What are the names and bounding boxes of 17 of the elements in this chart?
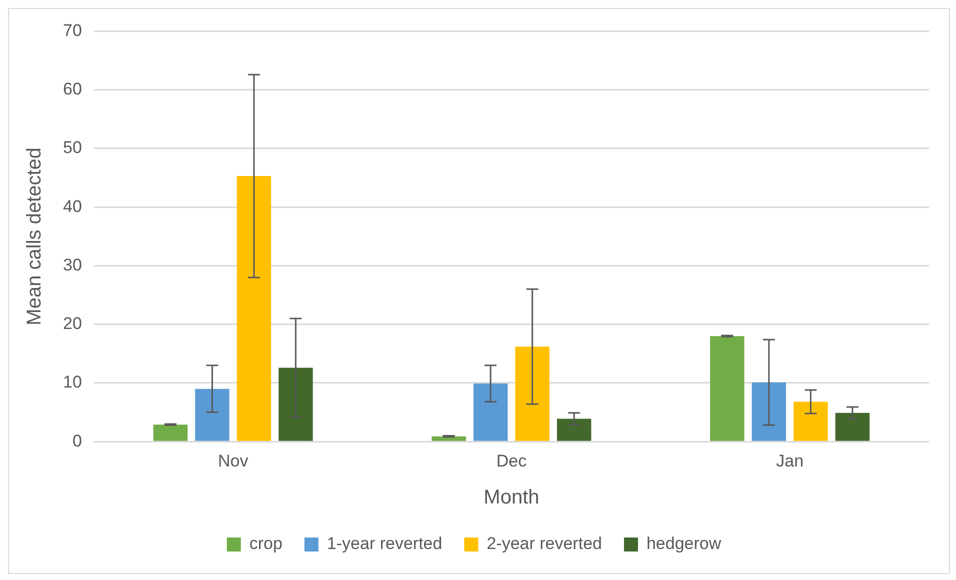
legend-label: 1-year reverted — [326, 534, 442, 554]
y-tick-label: 30 — [62, 255, 82, 274]
legend-label: 2-year reverted — [486, 534, 602, 554]
y-tick-label: 50 — [62, 138, 82, 158]
y-axis-title: Mean calls detected — [24, 147, 46, 326]
x-tick-label: Dec — [496, 451, 528, 470]
y-tick-label: 60 — [62, 80, 82, 99]
y-tick-label: 10 — [62, 372, 82, 392]
legend-label: hedgerow — [646, 534, 722, 554]
x-axis-title: Month — [484, 486, 540, 509]
y-tick-label: 0 — [72, 431, 82, 450]
legend-label: crop — [249, 534, 282, 554]
y-tick-label: 20 — [62, 314, 82, 334]
x-tick-label: Nov — [218, 451, 249, 470]
x-tick-label: Jan — [776, 451, 804, 470]
y-tick-label: 40 — [62, 196, 82, 216]
y-tick-label: 70 — [62, 20, 82, 40]
